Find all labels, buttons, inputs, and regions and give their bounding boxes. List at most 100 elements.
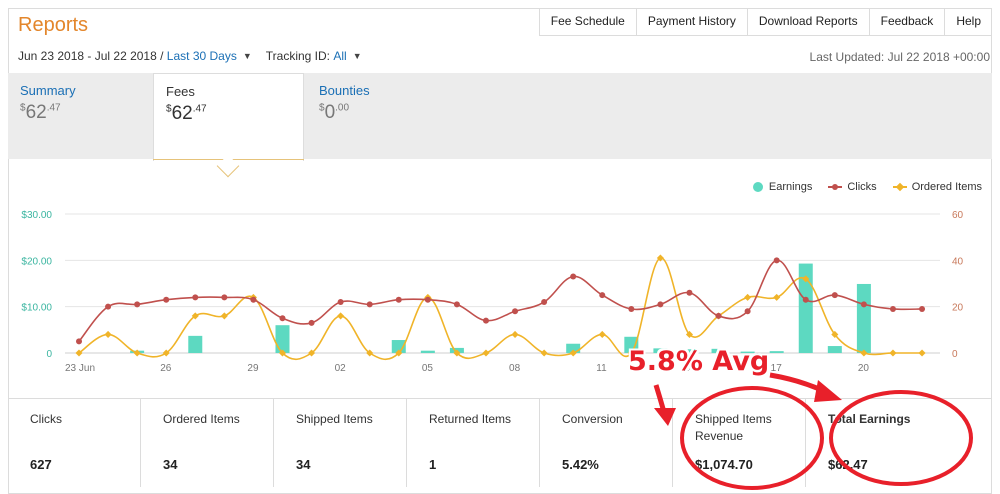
clicks-point <box>802 296 809 303</box>
earnings-bar <box>827 346 842 353</box>
report-tabs: Summary $62.47 Fees $62.47 Bounties $0.0… <box>8 73 992 161</box>
clicks-point <box>395 296 402 303</box>
ordered-items-point <box>220 312 228 320</box>
clicks-point <box>366 301 373 308</box>
tracking-id-dropdown[interactable]: All <box>333 49 347 63</box>
ordered-items-point <box>366 349 374 357</box>
clicks-point <box>453 301 460 308</box>
clicks-point <box>76 338 82 345</box>
clicks-point <box>744 308 751 315</box>
earnings-chart: $30.00 60 $20.00 40 $10.00 20 0 0 23 Jun 26 29 02 05… <box>21 210 964 374</box>
x-axis-tick: 11 <box>596 363 607 374</box>
fee-schedule-button[interactable]: Fee Schedule <box>540 8 637 35</box>
earnings-bar <box>188 335 203 353</box>
right-axis-tick: 40 <box>952 256 964 267</box>
stat-value: $1,074.70 <box>695 457 753 472</box>
help-button[interactable]: Help <box>956 14 981 28</box>
clicks-point <box>541 299 548 306</box>
payment-history-button[interactable]: Payment History <box>637 8 748 35</box>
legend-clicks[interactable]: Clicks <box>828 181 877 193</box>
clicks-point <box>424 296 431 303</box>
x-axis-tick: 14 <box>683 363 695 374</box>
stat-ordered-items: Ordered Items 34 <box>141 399 274 487</box>
clicks-point <box>192 294 199 301</box>
ordered-line-icon <box>892 182 907 192</box>
ordered-items-point <box>831 330 839 339</box>
ordered-items-point <box>860 349 868 357</box>
download-reports-button[interactable]: Download Reports <box>748 8 870 35</box>
top-nav: Fee Schedule Payment History Download Re… <box>538 8 992 36</box>
clicks-point <box>279 315 286 322</box>
ordered-items-point <box>627 349 635 357</box>
x-axis-tick: 17 <box>771 363 783 374</box>
ordered-items-point <box>569 349 577 357</box>
clicks-point <box>221 294 228 301</box>
clicks-point <box>512 308 519 315</box>
clicks-point <box>715 312 722 319</box>
clicks-point <box>308 319 315 326</box>
chevron-down-icon[interactable]: ▼ <box>352 51 362 61</box>
tab-amount: $62.47 <box>20 102 61 123</box>
period-dropdown[interactable]: Last 30 Days <box>166 49 237 63</box>
earnings-bar <box>711 348 726 353</box>
x-axis-tick: 29 <box>247 363 259 374</box>
ordered-items-point <box>133 349 141 357</box>
ordered-items-point <box>191 312 199 320</box>
legend-earnings[interactable]: Earnings <box>752 181 812 193</box>
x-axis-tick: 02 <box>335 363 347 374</box>
clicks-point <box>773 257 780 264</box>
clicks-point <box>570 273 577 280</box>
ordered-items-point <box>511 330 519 339</box>
left-axis-tick: 0 <box>46 349 52 360</box>
ordered-items-point <box>540 349 548 357</box>
stat-value: 5.42% <box>562 457 599 472</box>
feedback-button[interactable]: Feedback <box>870 8 946 35</box>
page-title: Reports <box>18 14 89 36</box>
x-axis-tick: 23 Jun <box>65 363 95 374</box>
tab-fees[interactable]: Fees $62.47 <box>153 73 304 161</box>
earnings-bar <box>798 263 813 353</box>
date-range-text: Jun 23 2018 - Jul 22 2018 / <box>18 49 164 63</box>
legend-ordered-items[interactable]: Ordered Items <box>892 181 982 193</box>
left-axis-tick: $10.00 <box>21 303 52 314</box>
right-axis-tick: 20 <box>952 303 964 314</box>
tab-label: Fees <box>166 84 195 99</box>
stat-shipped-items: Shipped Items 34 <box>274 399 407 487</box>
ordered-items-point <box>918 349 926 357</box>
tab-summary[interactable]: Summary $62.47 <box>8 73 153 159</box>
earnings-bar <box>740 351 755 353</box>
earnings-bar <box>769 351 784 353</box>
x-axis-tick: 08 <box>509 363 521 374</box>
ordered-items-point <box>278 349 287 357</box>
tab-amount: $62.47 <box>166 103 207 124</box>
ordered-items-point <box>685 330 694 339</box>
clicks-line-icon <box>828 182 843 192</box>
clicks-point <box>134 301 141 308</box>
stat-clicks: Clicks 627 <box>8 399 141 487</box>
chevron-down-icon[interactable]: ▼ <box>242 51 252 61</box>
x-axis-tick: 20 <box>858 363 870 374</box>
clicks-point <box>889 305 896 312</box>
ordered-items-point <box>395 349 403 357</box>
clicks-point <box>337 299 344 306</box>
stat-shipped-revenue: Shipped Items Revenue $1,074.70 <box>673 399 806 487</box>
tab-bounties[interactable]: Bounties $0.00 <box>307 73 457 159</box>
ordered-items-point <box>104 330 112 339</box>
stat-value: 1 <box>429 457 437 472</box>
chart-legend: Earnings Clicks Ordered Items <box>737 181 982 193</box>
earnings-bar <box>856 283 871 353</box>
tab-label: Bounties <box>319 83 370 98</box>
right-axis-tick: 0 <box>952 349 958 360</box>
stat-conversion: Conversion 5.42% <box>540 399 673 487</box>
stat-value: $62.47 <box>828 457 868 472</box>
earnings-bar <box>275 325 290 353</box>
earnings-bar <box>624 336 639 353</box>
clicks-point <box>628 305 635 312</box>
clicks-point <box>250 296 257 303</box>
right-axis-tick: 60 <box>952 210 964 221</box>
clicks-line <box>78 259 923 342</box>
clicks-point <box>482 317 489 324</box>
ordered-items-point <box>337 312 345 320</box>
avg-annotation: 5.8% Avg <box>628 346 770 377</box>
earnings-bar <box>566 343 581 353</box>
